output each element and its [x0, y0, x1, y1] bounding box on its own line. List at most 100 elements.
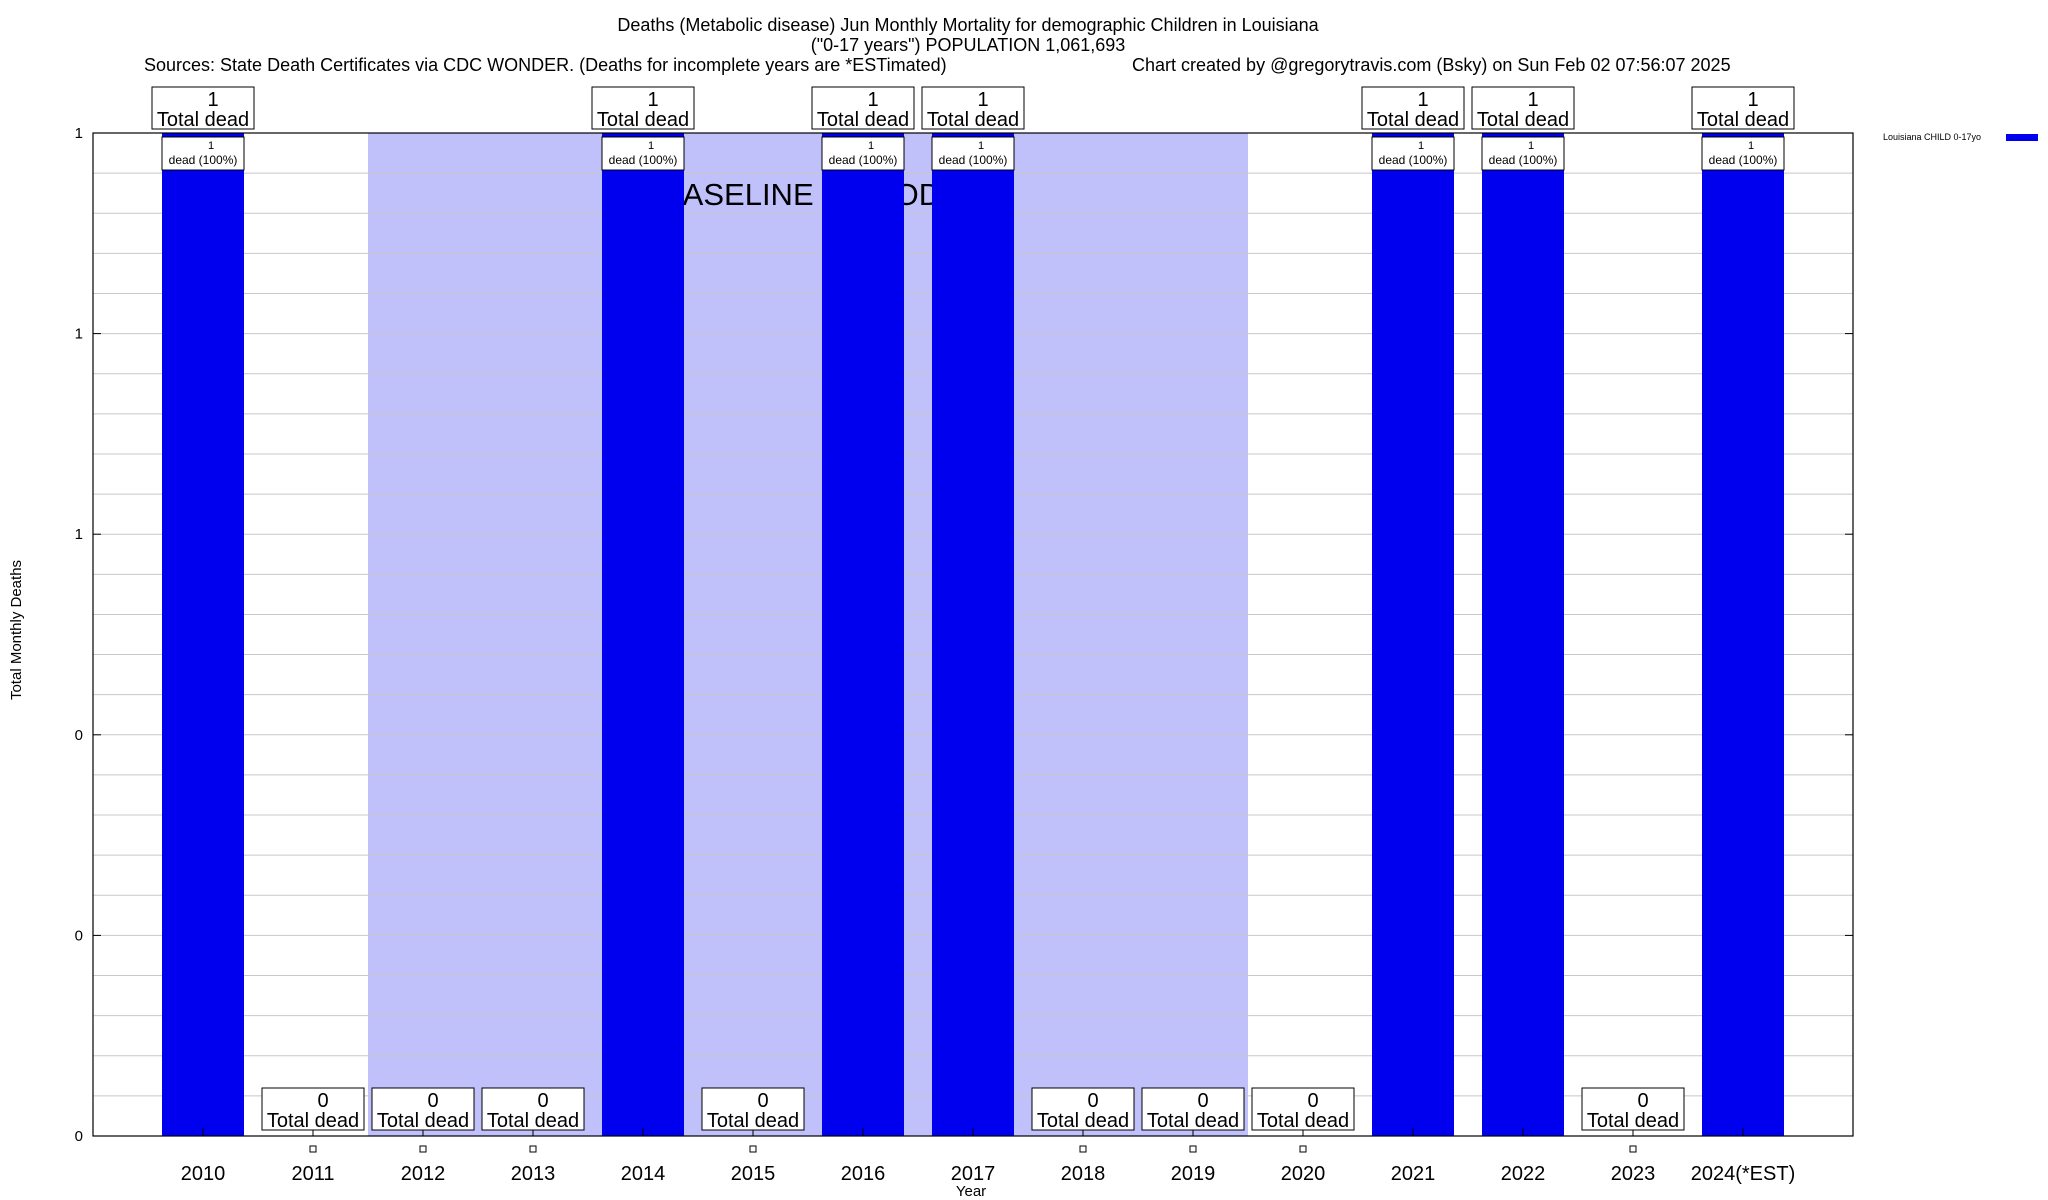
x-tick-label: 2020 — [1281, 1163, 1326, 1185]
total-label-value: 0 — [427, 1090, 438, 1112]
total-label-value: 0 — [1307, 1090, 1318, 1112]
total-label-value: 1 — [867, 89, 878, 111]
total-label-box — [1251, 1087, 1355, 1131]
total-label-value: 1 — [1747, 89, 1758, 111]
total-label-text: Total dead — [1477, 109, 1569, 131]
total-label-text: Total dead — [597, 109, 689, 131]
chart-sources-note: Sources: State Death Certificates via CD… — [144, 55, 947, 75]
total-label-value: 1 — [1417, 89, 1428, 111]
zero-marker — [309, 1145, 317, 1153]
total-label-box — [1691, 86, 1795, 130]
baseline-period-layer: BASELINE PERIOD — [368, 133, 1248, 1136]
total-label-text: Total dead — [1587, 1110, 1679, 1132]
zero-marker — [1079, 1145, 1087, 1153]
x-tick-label: 2011 — [291, 1163, 334, 1185]
legend-swatch — [2006, 134, 2038, 141]
x-tick-label: 2021 — [1391, 1163, 1436, 1185]
total-label-value: 1 — [207, 89, 218, 111]
bars-layer — [162, 133, 1784, 1136]
total-label-box — [371, 1087, 475, 1131]
total-label-box — [151, 86, 255, 130]
total-label-text: Total dead — [1037, 1110, 1129, 1132]
x-tick-label: 2018 — [1061, 1163, 1106, 1185]
bar-label-value: 1 — [208, 140, 214, 152]
x-tick-label: 2012 — [401, 1163, 446, 1185]
total-label-box — [481, 1087, 585, 1131]
bar-label-value: 1 — [648, 140, 654, 152]
x-tick-label: 2017 — [951, 1163, 996, 1185]
total-label-value: 1 — [977, 89, 988, 111]
y-tick-label: 1 — [75, 125, 83, 142]
total-label-text: Total dead — [267, 1110, 359, 1132]
y-tick-label: 1 — [75, 326, 83, 343]
bar-label-value: 1 — [868, 140, 874, 152]
total-label-box — [701, 1087, 805, 1131]
total-label-box — [1581, 1087, 1685, 1131]
total-label-text: Total dead — [1257, 1110, 1349, 1132]
bar-label-box — [1371, 136, 1455, 171]
chart-title-line-1: Deaths (Metabolic disease) Jun Monthly M… — [617, 15, 1319, 35]
x-tick-label: 2022 — [1501, 1163, 1546, 1185]
total-label-box — [1031, 1087, 1135, 1131]
total-label-value: 1 — [1527, 89, 1538, 111]
total-label-value: 0 — [757, 1090, 768, 1112]
chart-header: Deaths (Metabolic disease) Jun Monthly M… — [144, 15, 1731, 75]
bar-label-text: dead (100%) — [609, 153, 678, 167]
bar-label-box — [601, 136, 685, 171]
bar-label-value: 1 — [1528, 140, 1534, 152]
total-label-value: 0 — [1637, 1090, 1648, 1112]
chart-credit: Chart created by @gregorytravis.com (Bsk… — [1132, 55, 1731, 75]
y-tick-label: 0 — [75, 927, 83, 944]
total-label-value: 0 — [1087, 1090, 1098, 1112]
bar-label-text: dead (100%) — [1709, 153, 1778, 167]
y-tick-label: 0 — [75, 727, 83, 744]
total-label-text: Total dead — [157, 109, 249, 131]
bar-label-text: dead (100%) — [829, 153, 898, 167]
bar — [932, 133, 1014, 1136]
total-label-value: 0 — [317, 1090, 328, 1112]
bar-label-value: 1 — [1418, 140, 1424, 152]
total-label-text: Total dead — [1697, 109, 1789, 131]
bar — [162, 133, 244, 1136]
total-label-box — [591, 86, 695, 130]
y-axis: 0 0 0 1 1 1 — [75, 125, 1853, 1145]
x-tick-label: 2024(*EST) — [1691, 1163, 1796, 1185]
x-tick-label: 2023 — [1611, 1163, 1656, 1185]
bar — [602, 133, 684, 1136]
x-tick-label: 2016 — [841, 1163, 886, 1185]
x-tick-label: 2010 — [181, 1163, 226, 1185]
total-label-value: 0 — [537, 1090, 548, 1112]
total-label-text: Total dead — [817, 109, 909, 131]
y-axis-title: Total Monthly Deaths — [8, 560, 25, 700]
zero-marker — [1189, 1145, 1197, 1153]
bar — [1372, 133, 1454, 1136]
bar-label-box — [821, 136, 905, 171]
x-tick-label: 2013 — [511, 1163, 556, 1185]
bar-label-box — [1481, 136, 1565, 171]
total-label-text: Total dead — [707, 1110, 799, 1132]
chart-title-line-2: ("0-17 years") POPULATION 1,061,693 — [811, 35, 1126, 55]
bar-label-box — [931, 136, 1015, 171]
total-label-box — [1471, 86, 1575, 130]
y-tick-label: 1 — [75, 526, 83, 543]
x-tick-label: 2015 — [731, 1163, 776, 1185]
total-label-text: Total dead — [377, 1110, 469, 1132]
bar-label-box — [161, 136, 245, 171]
x-axis: 2010 2011 2012 2013 2014 2015 2016 2017 2018 2019… — [181, 1128, 1796, 1185]
x-tick-label: 2014 — [621, 1163, 666, 1185]
total-label-box — [811, 86, 915, 130]
total-label-box — [1361, 86, 1465, 130]
total-label-text: Total dead — [927, 109, 1019, 131]
x-axis-title: Year — [956, 1183, 986, 1200]
zero-marker — [1629, 1145, 1637, 1153]
bar-label-box — [1701, 136, 1785, 171]
bar — [1702, 133, 1784, 1136]
zero-marker — [1299, 1145, 1307, 1153]
bar-label-text: dead (100%) — [169, 153, 238, 167]
legend-label: Louisiana CHILD 0-17yo — [1883, 132, 1981, 142]
bar — [1482, 133, 1564, 1136]
total-label-box — [261, 1087, 365, 1131]
total-label-box — [921, 86, 1025, 130]
